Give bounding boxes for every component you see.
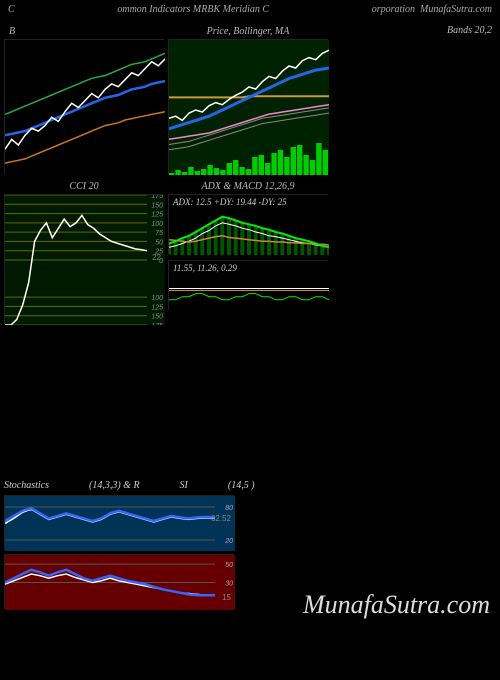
svg-text:80: 80: [225, 505, 233, 512]
stoch-rsi-title: Stochastics (14,3,3) & R SI (14,5 ): [4, 480, 484, 491]
svg-text:20: 20: [224, 538, 233, 545]
header-center: ommon Indicators MRBK Meridian C: [117, 4, 269, 15]
title-cci: CCI 20: [5, 181, 163, 192]
svg-text:30: 30: [225, 581, 233, 588]
title-adx: ADX & MACD 12,26,9: [169, 181, 327, 192]
title-bands: Bands 20,2: [332, 25, 496, 36]
adx-values: ADX: 12.5 +DY: 19.44 -DY: 25: [173, 197, 287, 207]
header-right: orporation MunafaSutra.com: [372, 4, 492, 15]
svg-text:75: 75: [155, 230, 163, 237]
svg-text:150: 150: [151, 314, 163, 321]
svg-text:100: 100: [151, 295, 163, 302]
cci-chart: CCI 20 1751501251007550250100125150175 2…: [4, 194, 164, 324]
bands-label-area: Bands 20,2: [332, 39, 496, 174]
title-price-ma: Price, Bollinger, MA: [169, 26, 327, 37]
svg-text:50: 50: [225, 562, 233, 569]
stoch-value: 62.52: [211, 514, 231, 523]
svg-text:125: 125: [151, 304, 163, 311]
bollinger-chart: B: [4, 39, 164, 174]
svg-text:175: 175: [151, 195, 163, 200]
header: C ommon Indicators MRBK Meridian C orpor…: [0, 0, 500, 19]
macd-values: 11.55, 11.26, 0.29: [173, 263, 237, 273]
rsi-value: 15: [222, 593, 231, 602]
cci-value: 22: [152, 253, 161, 262]
price-ma-chart: Price, Bollinger, MA: [168, 39, 328, 174]
svg-text:50: 50: [155, 239, 163, 246]
title-b: B: [5, 26, 163, 37]
svg-text:125: 125: [151, 212, 163, 219]
svg-text:150: 150: [151, 202, 163, 209]
stochastics-chart: 80 20 62.52: [4, 495, 234, 550]
adx-macd-block: ADX & MACD 12,26,9 ADX: 12.5 +DY: 19.44 …: [168, 194, 328, 324]
watermark: MunafaSutra.com: [303, 590, 490, 620]
rsi-chart: 50 30 15: [4, 554, 234, 609]
svg-text:100: 100: [151, 221, 163, 228]
header-left: C: [8, 4, 15, 15]
svg-text:175: 175: [151, 323, 163, 325]
